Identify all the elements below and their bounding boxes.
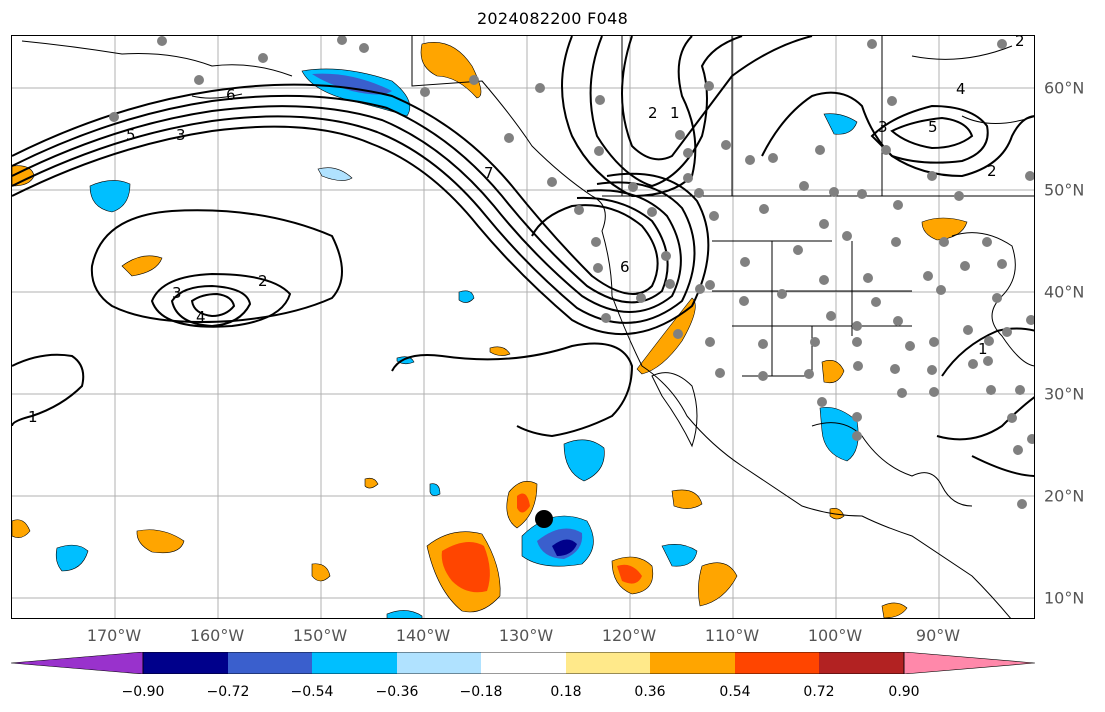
contour-label: 6 [226,86,236,104]
lat-label: 20°N [1044,486,1085,506]
lon-label: 170°W [86,626,142,645]
lon-label: 160°W [189,626,245,645]
contour-label: 3 [878,118,888,136]
lon-label: 140°W [395,626,451,645]
colorbar-tick-label: 0.18 [550,684,582,700]
contours [12,36,1034,477]
lat-label: 60°N [1044,78,1085,98]
contour-label: 3 [176,126,186,144]
colorbar-tick-label: 0.90 [888,684,920,700]
colorbar-tick-label: −0.18 [459,684,503,700]
station-markers [109,36,1034,509]
shaded-anomalies [12,42,968,618]
contour-label: 5 [126,126,136,144]
lon-label: 150°W [292,626,348,645]
contour-label: 4 [196,308,206,326]
lat-label: 40°N [1044,282,1085,302]
contour-label: 1 [670,104,680,122]
lon-label: 110°W [704,626,760,645]
colorbar [11,652,1035,674]
colorbar-tick-label: −0.72 [206,684,250,700]
map-title: 2024082200 F048 [476,9,629,28]
lat-label: 10°N [1044,588,1085,608]
contour-labels: 6 5 3 7 2 1 6 2 3 4 2 1 4 3 2 1 5 [28,36,1025,426]
colorbar-tick-label: −0.54 [290,684,334,700]
map-canvas: 6 5 3 7 2 1 6 2 3 4 2 1 4 3 2 1 5 [12,36,1034,618]
colorbar-tick-label: −0.90 [121,684,165,700]
lat-label: 50°N [1044,180,1085,200]
map-panel: 6 5 3 7 2 1 6 2 3 4 2 1 4 3 2 1 5 [11,35,1035,619]
lon-label: 90°W [915,626,961,645]
lon-label: 130°W [498,626,554,645]
contour-label: 2 [258,272,268,290]
contour-label: 5 [928,118,938,136]
contour-label: 7 [484,164,494,182]
colorbar-tick-label: 0.72 [803,684,835,700]
contour-label: 6 [620,258,630,276]
contour-label: 1 [978,340,988,358]
contour-label: 1 [28,408,38,426]
contour-label: 3 [172,284,182,302]
contour-label: 2 [1015,36,1025,50]
contour-label: 4 [956,80,966,98]
storm-center-marker [535,510,553,528]
lat-label: 30°N [1044,384,1085,404]
contour-label: 2 [648,104,658,122]
contour-label: 2 [987,162,997,180]
lon-label: 100°W [807,626,863,645]
lon-label: 120°W [601,626,657,645]
colorbar-tick-label: 0.36 [634,684,666,700]
colorbar-tick-label: −0.36 [375,684,419,700]
colorbar-tick-label: 0.54 [719,684,751,700]
